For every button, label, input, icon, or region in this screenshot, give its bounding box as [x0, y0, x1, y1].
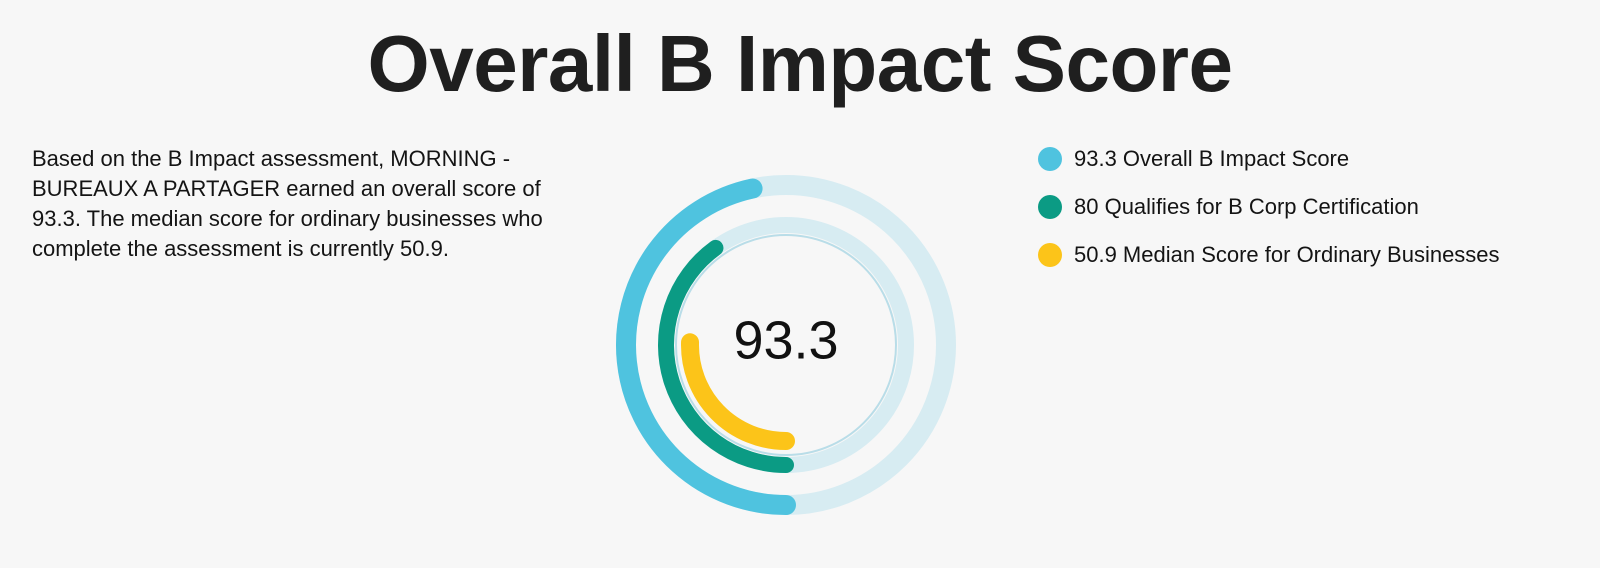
- radial-chart-svg: 93.3: [616, 175, 956, 515]
- legend-dot-median-score: [1038, 243, 1062, 267]
- legend-item-overall-score: 93.3 Overall B Impact Score: [1038, 142, 1578, 176]
- legend-label-median-score: 50.9 Median Score for Ordinary Businesse…: [1074, 242, 1500, 267]
- arc-overall-score: [616, 178, 796, 515]
- chart-legend: 93.3 Overall B Impact Score 80 Qualifies…: [1038, 142, 1578, 286]
- arc-median-score: [681, 333, 795, 450]
- inner-guide-ring: [675, 234, 897, 456]
- legend-label-overall-score: 93.3 Overall B Impact Score: [1074, 146, 1350, 171]
- chart-arcs: [616, 178, 796, 515]
- legend-label-certification-threshold: 80 Qualifies for B Corp Certification: [1074, 194, 1419, 219]
- arc-certification-threshold: [658, 239, 794, 473]
- center-score-value: 93.3: [733, 310, 838, 370]
- page-title: Overall B Impact Score: [367, 19, 1233, 108]
- legend-item-median-score: 50.9 Median Score for Ordinary Businesse…: [1038, 238, 1578, 272]
- legend-dot-overall-score: [1038, 147, 1062, 171]
- legend-item-certification-threshold: 80 Qualifies for B Corp Certification: [1038, 190, 1578, 224]
- radial-score-chart: 93.3: [580, 150, 1000, 550]
- legend-dot-certification-threshold: [1038, 195, 1062, 219]
- score-description: Based on the B Impact assessment, MORNIN…: [32, 146, 543, 261]
